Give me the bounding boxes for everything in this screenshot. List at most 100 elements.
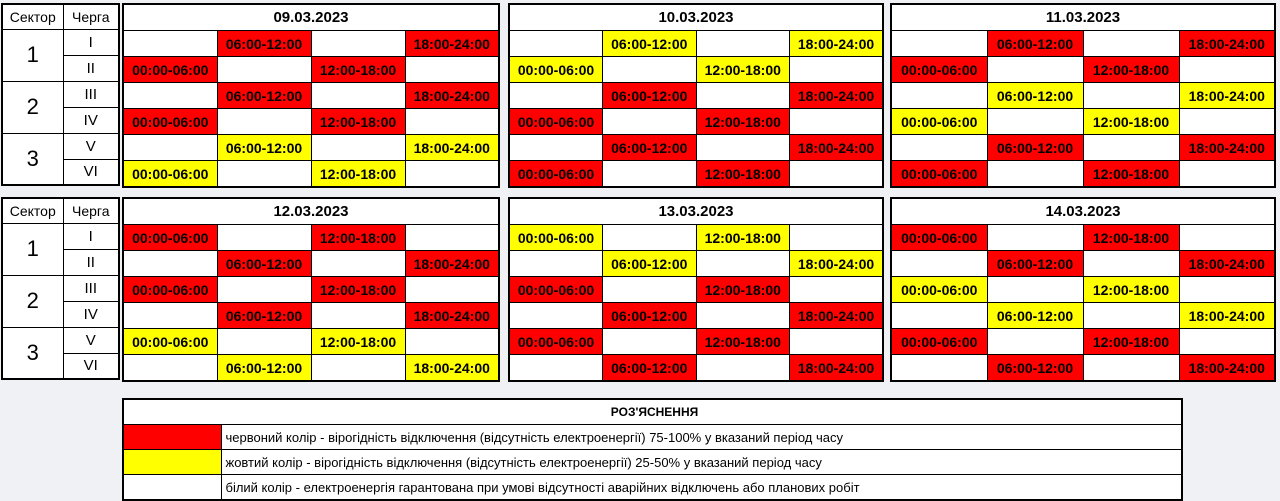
slot-red: 12:00-18:00 — [695, 328, 790, 355]
queue-label: V — [62, 132, 120, 160]
slot-yellow: 06:00-12:00 — [986, 302, 1084, 329]
slot-empty — [508, 250, 603, 277]
legend-text: білий колір - електроенергія гарантована… — [220, 474, 1183, 501]
queue-label: II — [62, 248, 120, 276]
slot-red: 00:00-06:00 — [890, 224, 988, 251]
slot-empty — [310, 30, 406, 57]
queue-row: 00:00-06:00 12:00-18:00 — [890, 224, 1276, 251]
slot-empty — [986, 56, 1084, 83]
queue-row: 00:00-06:00 12:00-18:00 — [508, 328, 884, 355]
slot-empty — [1178, 108, 1276, 135]
queue-label: IV — [62, 300, 120, 328]
queue-row: 00:00-06:00 12:00-18:00 — [122, 328, 500, 355]
slot-red: 12:00-18:00 — [695, 108, 790, 135]
slot-empty — [890, 250, 988, 277]
slot-empty — [789, 276, 884, 303]
queue-label: VI — [62, 352, 120, 380]
queue-row: 06:00-12:00 18:00-24:00 — [122, 82, 500, 109]
queue-header: Черга — [62, 3, 120, 30]
slot-empty — [1178, 160, 1276, 188]
sector-header: Сектор — [1, 197, 64, 224]
slot-empty — [216, 160, 312, 188]
slot-empty — [1178, 276, 1276, 303]
slot-red: 06:00-12:00 — [986, 134, 1084, 161]
sector-number: 3 — [1, 132, 64, 186]
slot-empty — [310, 250, 406, 277]
queue-row: 06:00-12:00 18:00-24:00 — [508, 302, 884, 329]
queue-row: 00:00-06:00 12:00-18:00 — [890, 108, 1276, 135]
slot-empty — [122, 250, 218, 277]
slot-empty — [695, 134, 790, 161]
slot-empty — [122, 354, 218, 382]
slot-empty — [404, 160, 500, 188]
legend-swatch — [122, 449, 222, 475]
slot-red: 18:00-24:00 — [1178, 30, 1276, 57]
slot-red: 00:00-06:00 — [508, 108, 603, 135]
slot-empty — [404, 276, 500, 303]
slot-empty — [986, 160, 1084, 188]
day-date: 12.03.2023 — [122, 197, 500, 225]
slot-red: 18:00-24:00 — [789, 82, 884, 109]
slot-empty — [695, 30, 790, 57]
queue-row: 00:00-06:00 12:00-18:00 — [122, 224, 500, 251]
slot-red: 06:00-12:00 — [602, 134, 697, 161]
slot-yellow: 00:00-06:00 — [122, 160, 218, 188]
slot-yellow: 00:00-06:00 — [122, 328, 218, 355]
slot-red: 12:00-18:00 — [695, 160, 790, 188]
day-date: 13.03.2023 — [508, 197, 884, 225]
queue-row: 00:00-06:00 12:00-18:00 — [890, 160, 1276, 188]
slot-yellow: 06:00-12:00 — [986, 82, 1084, 109]
queue-row: 00:00-06:00 12:00-18:00 — [508, 224, 884, 251]
queue-row: 00:00-06:00 12:00-18:00 — [122, 276, 500, 303]
slot-empty — [1082, 354, 1180, 382]
queue-header: Черга — [62, 197, 120, 224]
slot-empty — [404, 224, 500, 251]
slot-red: 06:00-12:00 — [986, 250, 1084, 277]
slot-yellow: 18:00-24:00 — [1178, 302, 1276, 329]
slot-empty — [602, 224, 697, 251]
queue-row: 06:00-12:00 18:00-24:00 — [122, 30, 500, 57]
slot-yellow: 06:00-12:00 — [216, 354, 312, 382]
slot-empty — [310, 134, 406, 161]
slot-red: 06:00-12:00 — [602, 82, 697, 109]
slot-red: 12:00-18:00 — [310, 56, 406, 83]
legend-title: РОЗ'ЯСНЕННЯ — [122, 398, 1183, 425]
slot-yellow: 12:00-18:00 — [695, 56, 790, 83]
slot-empty — [695, 250, 790, 277]
queue-row: 00:00-06:00 12:00-18:00 — [508, 108, 884, 135]
slot-red: 00:00-06:00 — [508, 276, 603, 303]
day-schedule-table: 12.03.2023 00:00-06:00 12:00-18:00 06:00-12… — [122, 197, 500, 382]
slot-yellow: 00:00-06:00 — [890, 276, 988, 303]
slot-red: 06:00-12:00 — [986, 354, 1084, 382]
slot-red: 00:00-06:00 — [122, 276, 218, 303]
slot-empty — [602, 108, 697, 135]
slot-empty — [1082, 30, 1180, 57]
slot-red: 00:00-06:00 — [122, 224, 218, 251]
slot-empty — [216, 276, 312, 303]
queue-row: 06:00-12:00 18:00-24:00 — [890, 82, 1276, 109]
day-date: 09.03.2023 — [122, 3, 500, 31]
slot-yellow: 12:00-18:00 — [695, 224, 790, 251]
slot-red: 00:00-06:00 — [890, 328, 988, 355]
slot-empty — [508, 302, 603, 329]
slot-empty — [508, 134, 603, 161]
slot-empty — [122, 30, 218, 57]
queue-row: 06:00-12:00 18:00-24:00 — [122, 302, 500, 329]
slot-empty — [310, 354, 406, 382]
slot-red: 12:00-18:00 — [310, 108, 406, 135]
slot-empty — [310, 82, 406, 109]
queue-label: V — [62, 326, 120, 354]
slot-yellow: 18:00-24:00 — [404, 134, 500, 161]
slot-empty — [122, 82, 218, 109]
slot-yellow: 12:00-18:00 — [1082, 108, 1180, 135]
slot-red: 18:00-24:00 — [789, 302, 884, 329]
sector-header: Сектор — [1, 3, 64, 30]
queue-row: 06:00-12:00 18:00-24:00 — [122, 354, 500, 382]
slot-red: 12:00-18:00 — [310, 224, 406, 251]
day-schedule-table: 10.03.2023 06:00-12:00 18:00-24:00 00:00-06… — [508, 3, 884, 188]
legend-swatch — [122, 424, 222, 450]
slot-red: 18:00-24:00 — [789, 134, 884, 161]
queue-row: 06:00-12:00 18:00-24:00 — [890, 250, 1276, 277]
slot-yellow: 12:00-18:00 — [1082, 276, 1180, 303]
legend-swatch — [122, 474, 222, 501]
